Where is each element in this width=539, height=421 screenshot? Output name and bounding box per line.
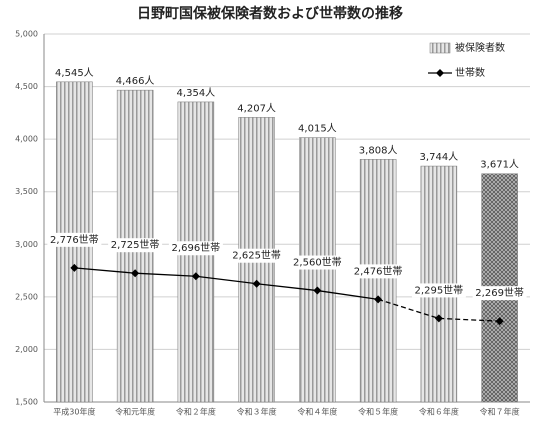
y-tick-label: 3,500 <box>15 187 38 196</box>
y-tick-label: 4,000 <box>15 135 38 144</box>
x-tick-label: 令和４年度 <box>297 407 337 417</box>
bar-value-label: 4,466人 <box>116 75 155 87</box>
label-bg <box>290 255 345 270</box>
bar-value-label: 4,545人 <box>55 67 94 79</box>
label-bg <box>351 264 406 279</box>
label-bg <box>108 238 163 253</box>
legend-swatch <box>429 42 451 54</box>
label-bg <box>411 283 466 298</box>
line-value-label: 2,269世帯 <box>475 286 524 299</box>
y-tick-label: 3,000 <box>15 240 38 249</box>
bar-value-label: 3,671人 <box>480 159 519 171</box>
label-bg <box>168 241 223 256</box>
x-tick-label: 令和元年度 <box>115 407 155 417</box>
bar-value-label: 4,354人 <box>177 87 216 99</box>
bar-value-label: 4,015人 <box>298 123 337 135</box>
y-tick-label: 2,000 <box>15 345 38 354</box>
label-bg <box>472 286 527 301</box>
bar-value-label: 3,808人 <box>359 144 398 156</box>
line <box>377 298 500 322</box>
label-bg <box>229 248 284 263</box>
label-bg <box>47 232 102 247</box>
legend-label: 被保険者数 <box>455 41 505 54</box>
line-value-label: 2,476世帯 <box>354 264 403 277</box>
y-tick-label: 4,500 <box>15 82 38 91</box>
line-value-label: 2,725世帯 <box>111 238 160 251</box>
marker <box>252 279 261 288</box>
marker <box>495 317 504 326</box>
x-tick-label: 平成30年度 <box>53 407 95 417</box>
line <box>74 267 379 301</box>
x-tick-label: 令和７年度 <box>480 407 520 417</box>
bar <box>299 137 336 403</box>
x-tick-label: 令和５年度 <box>358 407 398 417</box>
bar-value-label: 3,744人 <box>420 151 459 163</box>
bar <box>359 159 397 403</box>
x-tick-label: 令和３年度 <box>237 407 277 417</box>
bar-value-label: 4,207人 <box>237 102 276 114</box>
chart-title: 日野町国保被保険者数および世帯数の推移 <box>137 5 403 22</box>
legend-marker <box>436 69 444 77</box>
marker <box>313 286 322 295</box>
line-value-label: 2,295世帯 <box>415 283 464 296</box>
marker <box>131 269 140 278</box>
line-value-label: 2,776世帯 <box>50 233 99 246</box>
line-value-label: 2,625世帯 <box>232 249 281 262</box>
line-value-label: 2,696世帯 <box>172 241 221 254</box>
y-tick-label: 1,500 <box>15 398 38 407</box>
x-tick-label: 令和２年度 <box>176 407 216 417</box>
marker <box>70 263 79 272</box>
x-tick-label: 令和６年度 <box>419 407 459 417</box>
legend-label: 世帯数 <box>455 66 485 79</box>
line-value-label: 2,560世帯 <box>293 256 342 269</box>
y-tick-label: 5,000 <box>15 30 38 39</box>
y-tick-label: 2,500 <box>15 292 38 301</box>
marker <box>191 272 200 281</box>
marker <box>434 314 443 323</box>
marker <box>374 295 383 304</box>
